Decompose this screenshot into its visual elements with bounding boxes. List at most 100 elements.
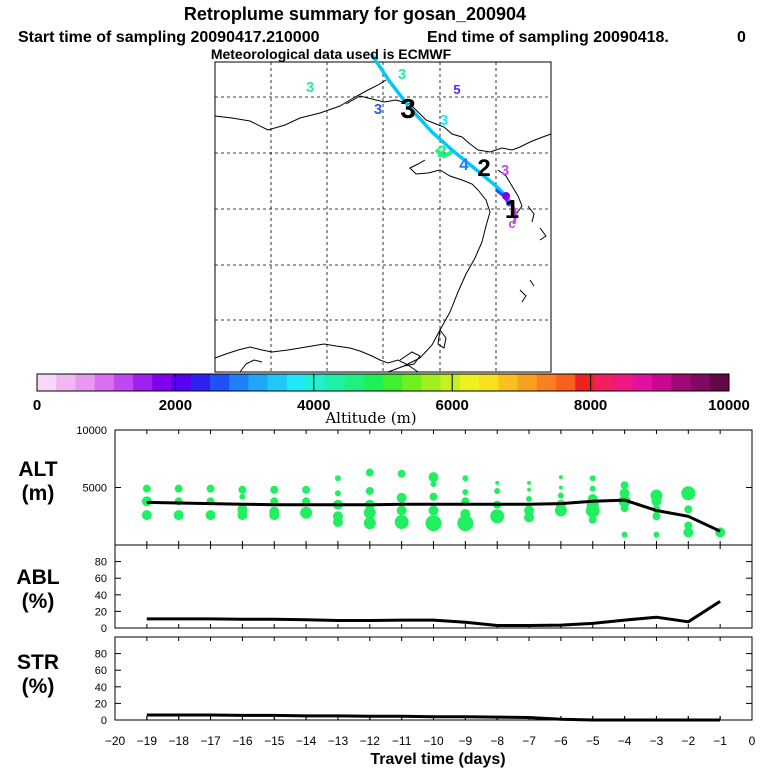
alt-scatter-point: [334, 475, 341, 482]
colorbar-swatch-22: [459, 374, 480, 391]
colorbar-swatch-30: [613, 374, 634, 391]
colorbar-swatch-2: [75, 374, 96, 391]
colorbar-swatch-4: [113, 374, 134, 391]
alt-scatter-point: [494, 487, 501, 494]
alt-scatter-point: [589, 485, 596, 492]
alt-scatter-point: [334, 490, 341, 497]
x-tick-label: −2: [681, 734, 695, 748]
alt-scatter-point: [588, 515, 597, 524]
trajectory-path: [370, 53, 508, 198]
alt-panel: ALT (m) 5000 10000: [18, 425, 753, 546]
abl-frame: [114, 544, 753, 629]
alt-scatter-point: [524, 512, 535, 523]
colorbar-swatch-8: [190, 374, 211, 391]
colorbar-label-0: 0: [33, 397, 41, 414]
alt-scatter-point: [557, 492, 564, 499]
x-tick-label: −4: [618, 734, 632, 748]
str-ytick-label: 20: [95, 698, 107, 710]
alt-scatter-point: [495, 480, 500, 485]
colorbar-label-2000: 2000: [159, 397, 192, 414]
alt-scatter-point: [457, 515, 474, 532]
alt-scatter-point: [239, 493, 246, 500]
alt-unit: (m): [22, 482, 55, 505]
alt-scatter-point: [206, 484, 215, 493]
alt-scatter-point: [652, 512, 661, 521]
colorbar-swatch-18: [383, 374, 403, 391]
colorbar-label-10000: 10000: [708, 397, 750, 414]
alt-scatter-point: [585, 503, 600, 518]
colorbar-swatch-33: [671, 374, 691, 391]
alt-scatter-point: [684, 521, 693, 530]
alt-scatter-point: [396, 492, 407, 503]
colorbar-title: Altitude (m): [324, 409, 416, 427]
alt-scatter-point: [524, 505, 535, 516]
alt-scatter-point: [141, 510, 152, 521]
x-tick-label: −17: [200, 734, 221, 748]
release-point: [502, 192, 510, 200]
map-label-11: c: [508, 216, 515, 231]
alt-scatter-point: [429, 492, 438, 501]
x-tick-label: −9: [459, 734, 473, 748]
x-tick-label: −16: [232, 734, 253, 748]
subtitle-start: Start time of sampling 20090417.210000: [18, 29, 320, 46]
x-tick-label: −15: [264, 734, 285, 748]
str-frame: [114, 636, 753, 721]
map-frame: [214, 61, 552, 373]
str-unit: (%): [22, 675, 55, 698]
alt-scatter-point: [365, 486, 374, 495]
str-plot-area: 0 20 40 60 80: [95, 637, 752, 727]
colorbar-swatch-25: [517, 374, 538, 391]
alt-scatter-point: [142, 484, 151, 493]
alt-scatter-point: [428, 472, 439, 483]
alt-scatter-point: [462, 475, 469, 482]
map-label-6: 2: [437, 142, 446, 161]
x-axis-ticks: −20 −19 −18 −17 −16 −15 −14 −13 −12 −11 −10 −9 −8 −7−…: [105, 716, 756, 748]
alt-series-line: [146, 498, 721, 533]
alt-scatter-point: [526, 496, 533, 502]
alt-scatter-point: [237, 510, 248, 521]
colorbar-label-6000: 6000: [436, 397, 469, 414]
abl-unit: (%): [22, 590, 55, 613]
colorbar-swatch-32: [652, 374, 672, 391]
alt-scatter-point: [269, 510, 280, 521]
colorbar-swatch-3: [94, 374, 115, 391]
alt-scatter-point: [425, 515, 442, 532]
colorbar-swatch-31: [632, 374, 653, 391]
x-tick-label: −11: [392, 734, 412, 748]
colorbar-swatch-20: [421, 374, 442, 391]
figure-title: Retroplume summary for gosan_200904: [184, 4, 526, 24]
colorbar-frame: [36, 373, 730, 392]
alt-scatter-point: [558, 475, 563, 480]
str-label: STR: [17, 651, 59, 674]
str-ytick-label: 40: [95, 682, 107, 694]
alt-scatter-point: [270, 485, 279, 494]
alt-ytick-label: 10000: [76, 425, 107, 437]
str-panel: STR (%) 0 20 40 60 80: [17, 636, 753, 727]
subtitle-end: End time of sampling 20090418.: [427, 29, 669, 46]
abl-plot-area: 0 20 40 60 80: [95, 545, 752, 635]
alt-scatter-point: [620, 504, 629, 513]
colorbar-swatch-14: [306, 374, 326, 391]
abl-panel: ABL (%) 0 20 40 60 80: [16, 544, 753, 635]
x-tick-label: −19: [137, 734, 158, 748]
colorbar-swatch-15: [325, 374, 345, 391]
map-label-3: 3: [374, 101, 382, 118]
map-label-8: 2: [477, 155, 490, 182]
map-coastlines: [214, 79, 552, 373]
alt-scatter-point: [302, 485, 311, 494]
abl-series-line: [146, 600, 721, 627]
alt-label: ALT: [18, 458, 57, 481]
alt-scatter-point: [397, 469, 406, 478]
colorbar-swatch-13: [286, 374, 307, 391]
x-tick-label: −12: [360, 734, 381, 748]
colorbar-swatch-6: [152, 374, 172, 391]
alt-scatter-point: [651, 496, 662, 507]
x-tick-label: 0: [749, 734, 756, 748]
x-tick-label: −18: [169, 734, 190, 748]
abl-label: ABL: [16, 566, 59, 589]
alt-scatter-point: [684, 505, 693, 514]
map-label-10: 1: [505, 194, 519, 224]
colorbar-label-4000: 4000: [297, 397, 330, 414]
colorbar-swatch-24: [498, 374, 518, 391]
